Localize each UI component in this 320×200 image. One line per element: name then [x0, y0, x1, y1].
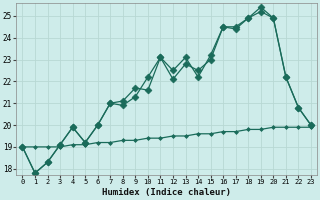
X-axis label: Humidex (Indice chaleur): Humidex (Indice chaleur): [102, 188, 231, 197]
